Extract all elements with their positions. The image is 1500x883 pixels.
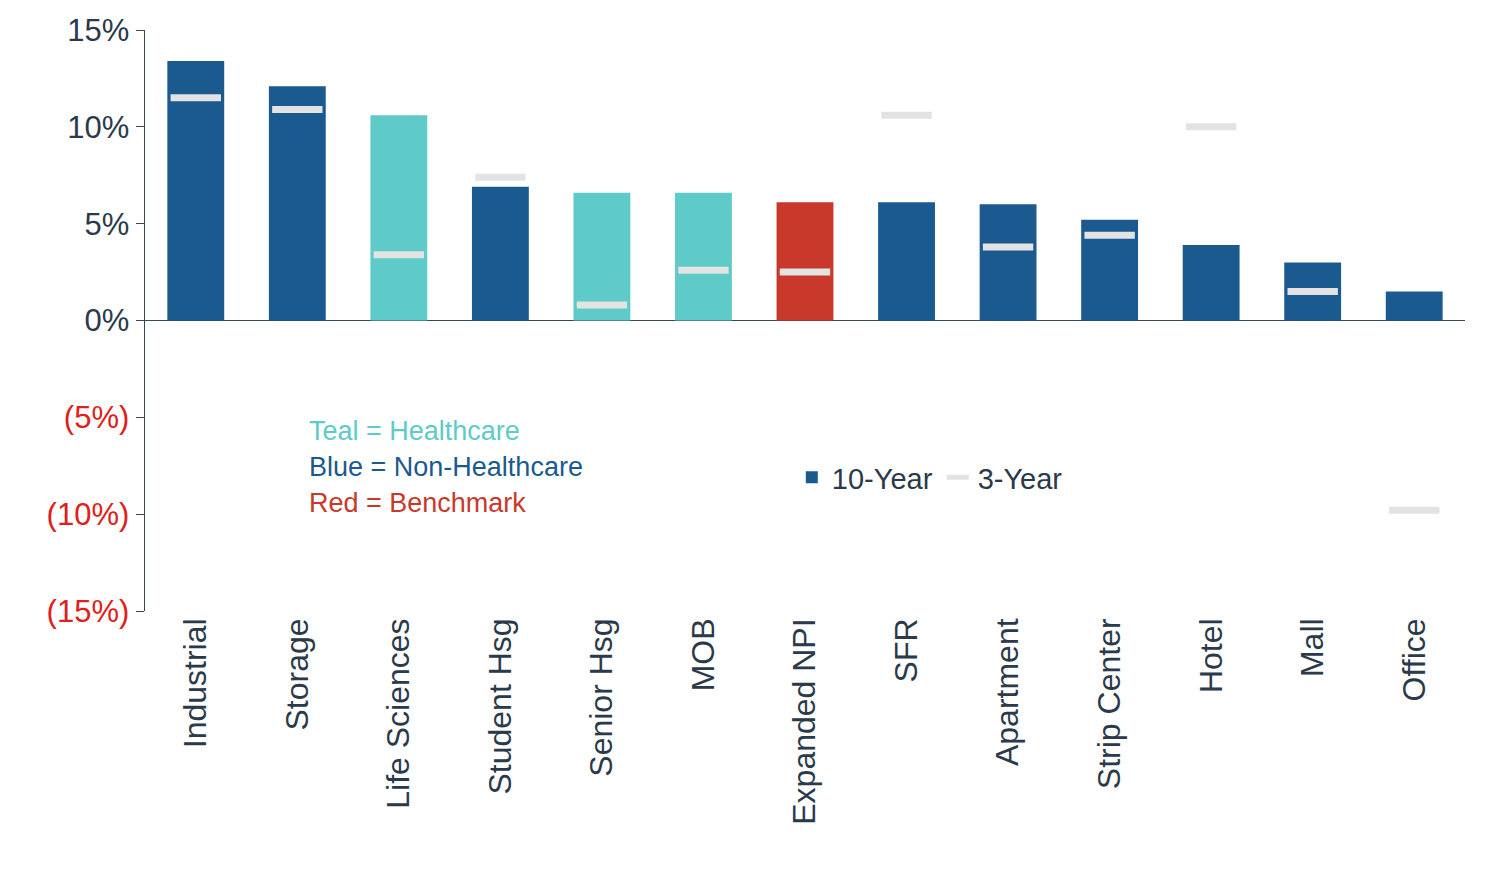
svg-text:Student Hsg: Student Hsg bbox=[482, 618, 518, 794]
svg-text:0%: 0% bbox=[84, 303, 129, 338]
svg-text:10%: 10% bbox=[67, 110, 129, 145]
svg-text:5%: 5% bbox=[84, 207, 129, 242]
svg-text:Expanded NPI: Expanded NPI bbox=[786, 618, 822, 824]
svg-text:Senior Hsg: Senior Hsg bbox=[583, 618, 619, 776]
svg-text:10-Year: 10-Year bbox=[832, 463, 933, 495]
svg-text:Red = Benchmark: Red = Benchmark bbox=[309, 488, 526, 518]
svg-text:(15%): (15%) bbox=[47, 594, 130, 629]
svg-text:SFR: SFR bbox=[888, 618, 924, 682]
svg-text:Apartment: Apartment bbox=[989, 618, 1025, 766]
svg-text:(10%): (10%) bbox=[47, 497, 130, 532]
svg-text:Office: Office bbox=[1396, 618, 1432, 701]
svg-text:Industrial: Industrial bbox=[177, 618, 213, 748]
svg-text:Storage: Storage bbox=[279, 618, 315, 730]
svg-text:15%: 15% bbox=[67, 13, 129, 48]
svg-text:Mall: Mall bbox=[1294, 618, 1330, 677]
svg-text:(5%): (5%) bbox=[64, 400, 129, 435]
svg-text:Hotel: Hotel bbox=[1193, 618, 1229, 693]
svg-text:Life Sciences: Life Sciences bbox=[380, 618, 416, 808]
svg-text:3-Year: 3-Year bbox=[978, 463, 1063, 495]
svg-text:Blue = Non-Healthcare: Blue = Non-Healthcare bbox=[309, 452, 583, 482]
svg-text:Teal = Healthcare: Teal = Healthcare bbox=[309, 416, 520, 446]
svg-text:MOB: MOB bbox=[685, 618, 721, 691]
svg-text:Strip Center: Strip Center bbox=[1091, 618, 1127, 789]
